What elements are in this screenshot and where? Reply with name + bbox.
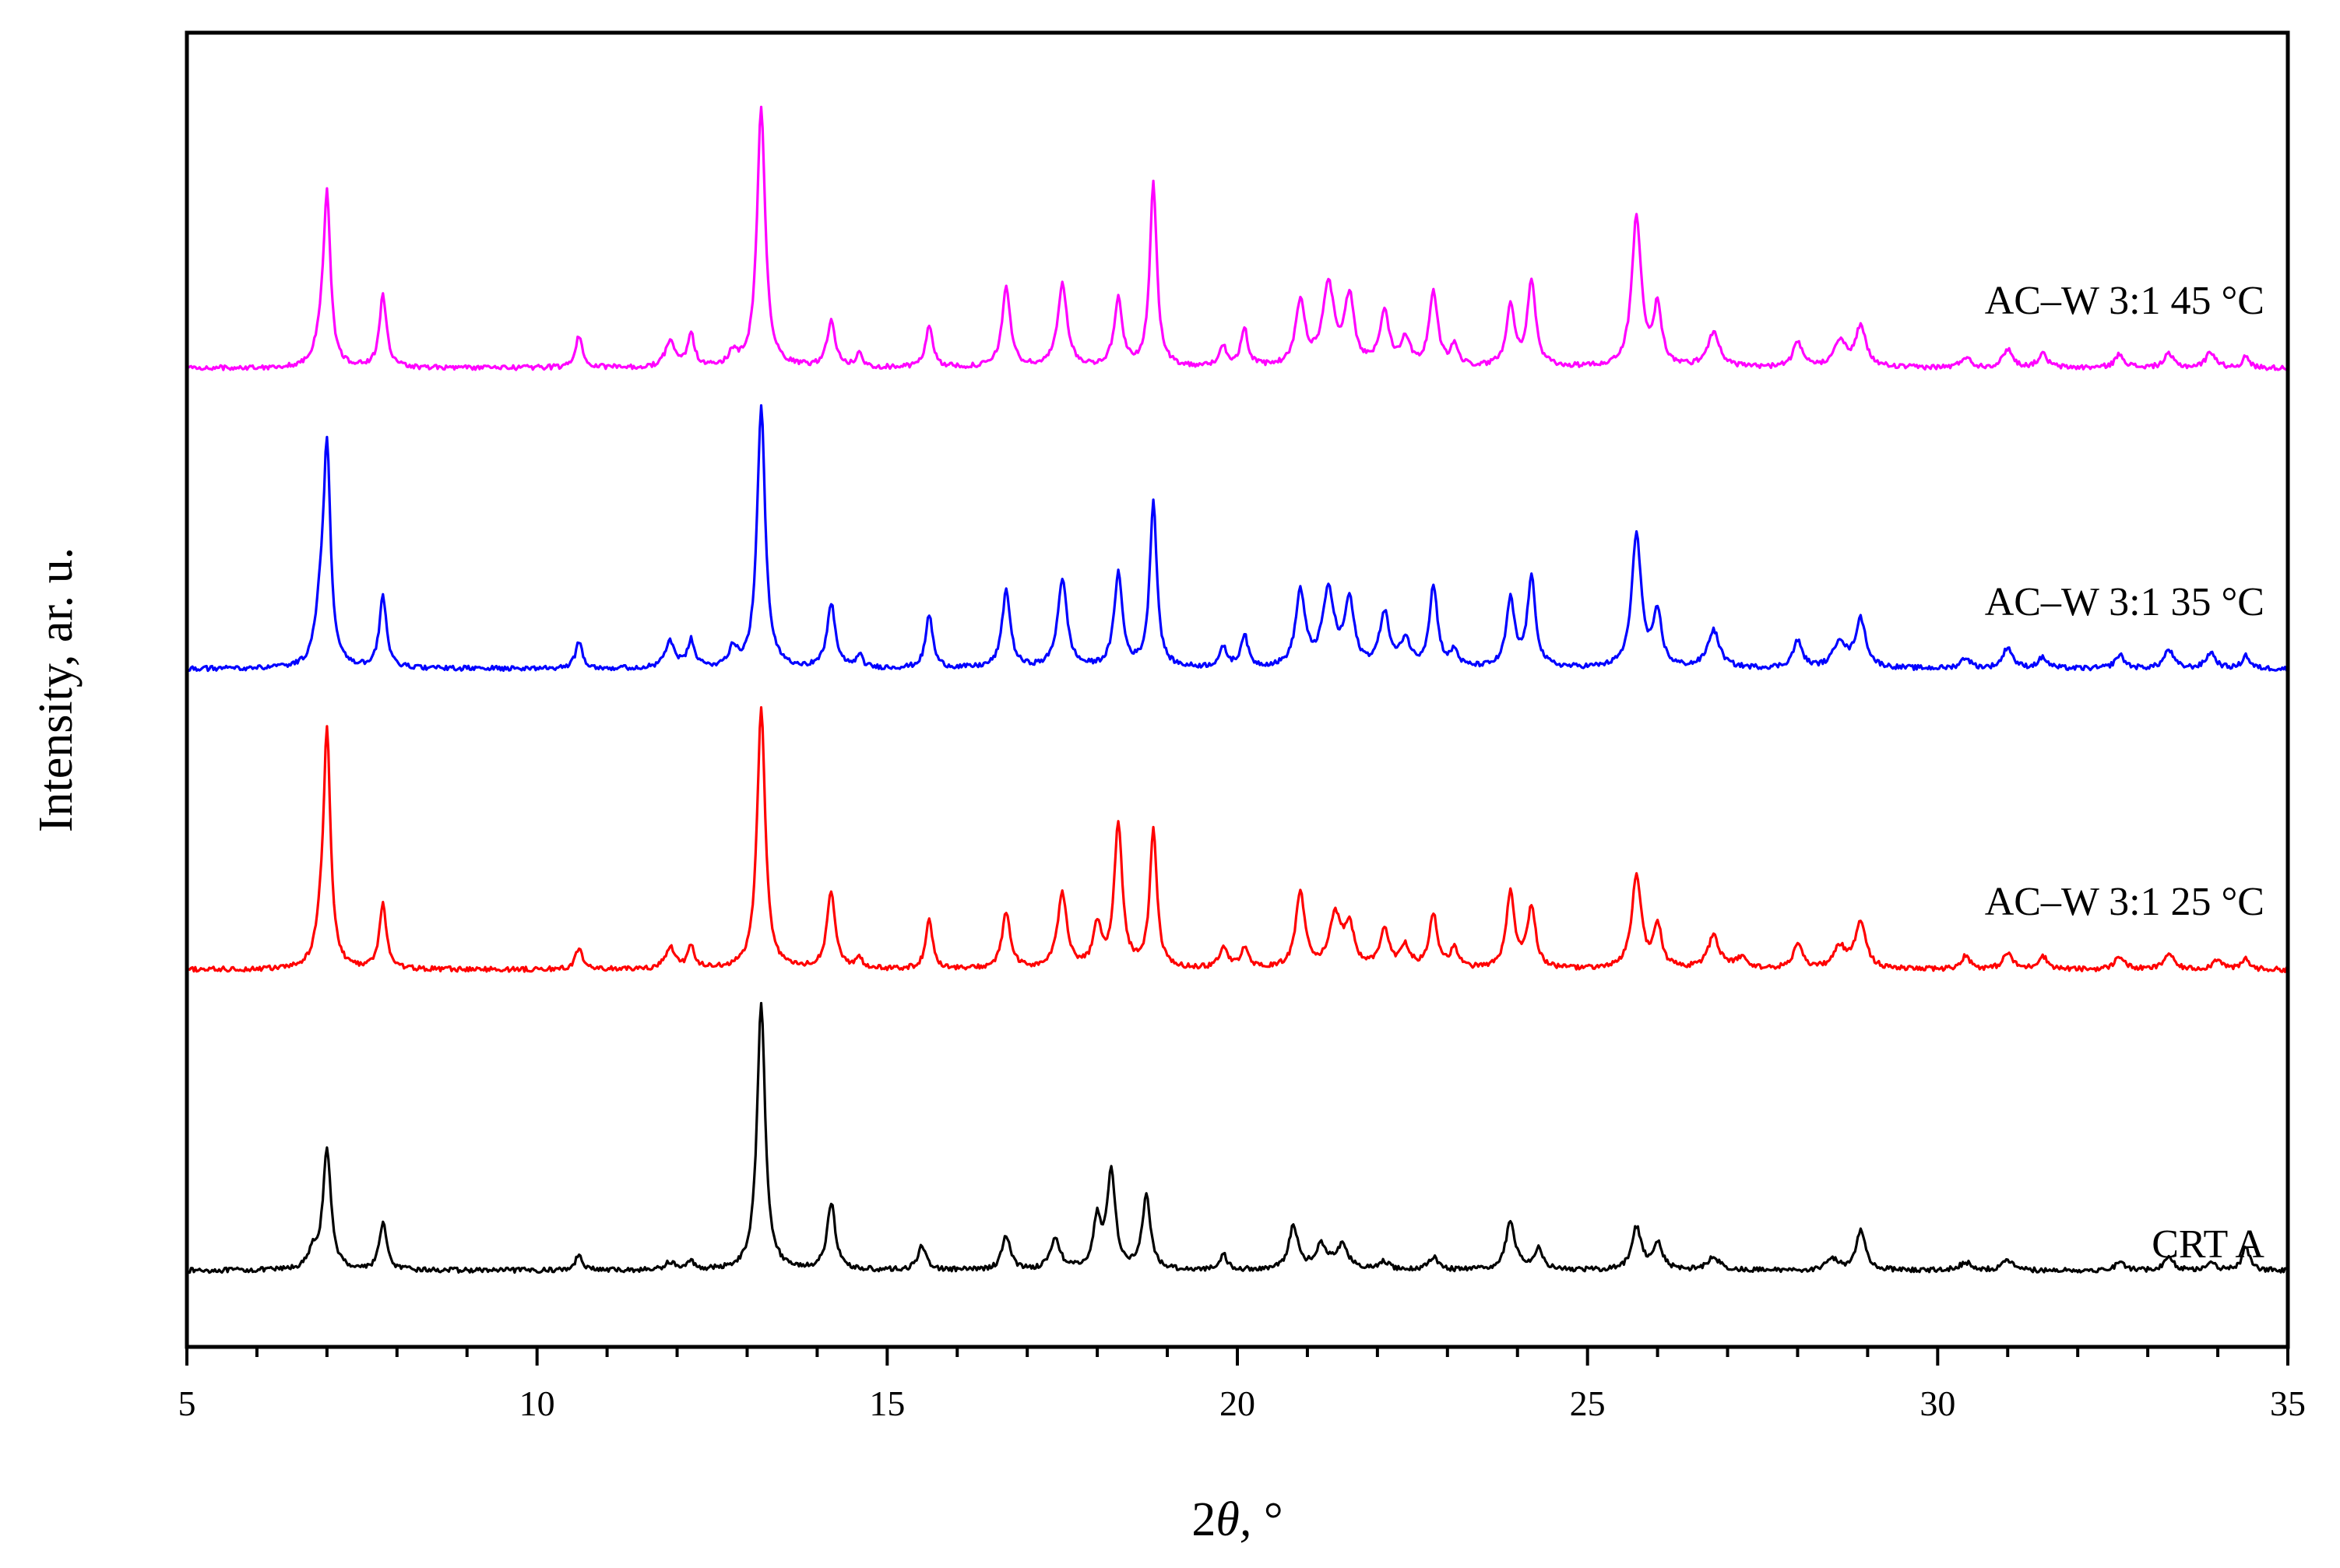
series-label-2: AC–W 3:1 35 °C — [1985, 580, 2264, 624]
plot-frame — [185, 30, 2290, 1349]
series-label-1: AC–W 3:1 25 °C — [1985, 880, 2264, 924]
x-axis-title: 2θ, ° — [1191, 1493, 1283, 1546]
x-tick-label: 25 — [1570, 1383, 1606, 1423]
series-line-3 — [186, 105, 2289, 371]
series-line-1 — [185, 706, 2289, 973]
x-tick-label: 5 — [178, 1383, 196, 1423]
x-axis-tick-labels: 5 10 15 20 25 30 35 — [178, 1383, 2307, 1423]
x-tick-label: 35 — [2270, 1383, 2306, 1423]
series-label-0: CRT A — [2152, 1222, 2264, 1267]
x-tick-label: 10 — [519, 1383, 555, 1423]
series-label-3: AC–W 3:1 45 °C — [1985, 279, 2264, 323]
x-axis-ticks — [185, 1347, 2289, 1366]
series-traces — [185, 105, 2289, 1274]
series-labels: CRT A AC–W 3:1 25 °C AC–W 3:1 35 °C AC–W 3:… — [1985, 279, 2265, 1267]
x-tick-label: 20 — [1219, 1383, 1255, 1423]
y-axis-title: Intensity, ar. u. — [30, 547, 83, 832]
x-tick-label: 15 — [869, 1383, 905, 1423]
series-line-2 — [185, 404, 2289, 673]
series-line-0 — [186, 1001, 2289, 1274]
x-tick-label: 30 — [1920, 1383, 1955, 1423]
